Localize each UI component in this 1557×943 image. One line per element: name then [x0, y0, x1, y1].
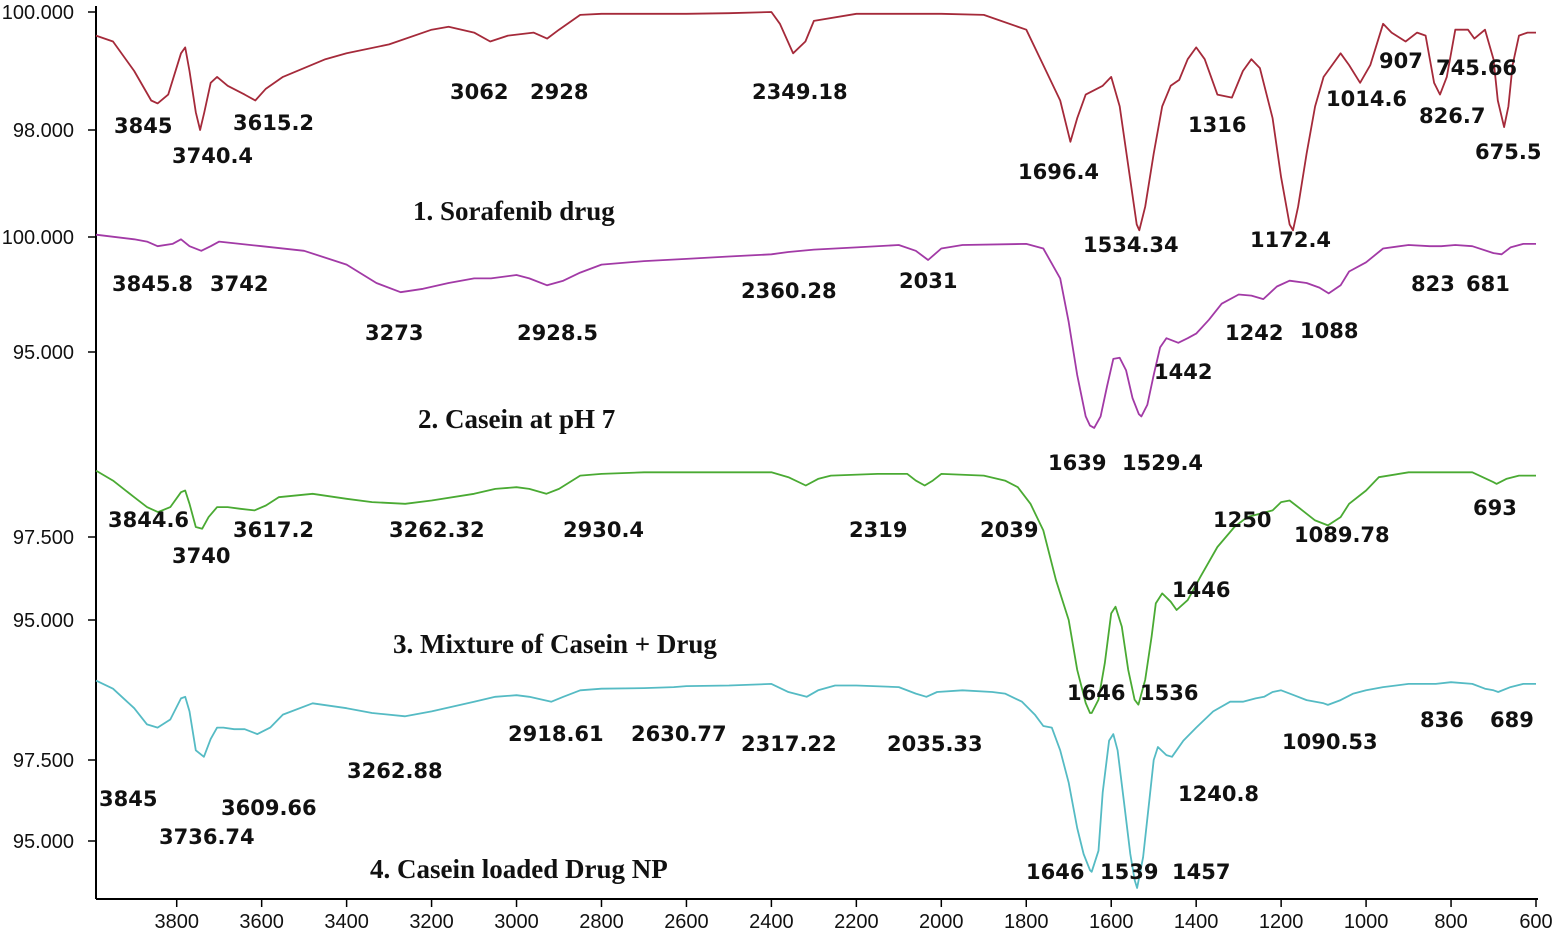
x-tick-label: 3600: [239, 911, 284, 933]
x-tick-label: 1000: [1344, 911, 1389, 933]
peak-label-s3: 2039: [980, 518, 1038, 542]
x-tick-label: 3200: [409, 911, 454, 933]
peak-label-s4: 1090.53: [1282, 730, 1378, 754]
x-tick-label: 1200: [1259, 911, 1304, 933]
peak-label-s1: 3615.2: [233, 111, 314, 135]
peak-label-s2: 3742: [210, 272, 268, 296]
peak-label-s2: 1088: [1300, 319, 1358, 343]
spectrum-title-4: 4. Casein loaded Drug NP: [370, 854, 668, 884]
peak-label-s2: 3845.8: [112, 272, 193, 296]
peak-label-s3: 1536: [1140, 681, 1198, 705]
peak-label-s4: 836: [1420, 708, 1464, 732]
peak-label-s2: 823: [1411, 272, 1455, 296]
peak-label-s2: 1242: [1225, 321, 1283, 345]
peak-label-s3: 693: [1473, 496, 1517, 520]
x-tick-label: 2000: [919, 911, 964, 933]
peak-label-s4: 2035.33: [887, 732, 983, 756]
peak-label-s1: 3845: [114, 114, 172, 138]
peak-label-s3: 3262.32: [389, 518, 485, 542]
peak-label-s2: 2360.28: [741, 279, 837, 303]
y-tick-label: 95.000: [13, 342, 74, 364]
peak-label-s1: 2928: [530, 80, 588, 104]
y-tick-label: 95.000: [13, 831, 74, 853]
peak-label-s3: 1250: [1213, 508, 1271, 532]
spectrum-line-4: [95, 679, 1536, 889]
y-tick-label: 97.500: [13, 750, 74, 772]
peak-label-s4: 3262.88: [347, 759, 443, 783]
peak-label-s1: 1316: [1188, 113, 1246, 137]
peak-label-s2: 3273: [365, 321, 423, 345]
peak-label-s4: 2918.61: [508, 722, 604, 746]
peak-label-s4: 689: [1490, 708, 1534, 732]
spectrum-title-1: 1. Sorafenib drug: [413, 196, 615, 226]
peak-label-s1: 1172.4: [1250, 228, 1331, 252]
spectrum-titles: 1. Sorafenib drug 2. Casein at pH 7 3. M…: [370, 196, 717, 884]
y-tick-label: 100.000: [2, 227, 74, 249]
peak-label-s1: 3062: [450, 80, 508, 104]
axes: [95, 6, 1538, 900]
peak-label-s1: 1696.4: [1018, 160, 1099, 184]
peak-label-s4: 3609.66: [221, 796, 317, 820]
spectrum-title-3: 3. Mixture of Casein + Drug: [393, 629, 717, 659]
peak-label-s3: 3617.2: [233, 518, 314, 542]
x-tick-label: 3800: [154, 911, 199, 933]
peak-label-s2: 681: [1466, 272, 1510, 296]
spectrum-line-3: [95, 469, 1536, 714]
x-axis-ticks: 3800 3600 3400 3200 3000 2800 2600 2400 2200 2000…: [154, 899, 1553, 933]
x-tick-label: 3400: [324, 911, 369, 933]
peak-label-s3: 2319: [849, 518, 907, 542]
peak-label-s3: 1646: [1067, 681, 1125, 705]
y-tick-label: 95.000: [13, 610, 74, 632]
x-tick-label: 600: [1519, 911, 1552, 933]
x-tick-label: 2200: [834, 911, 879, 933]
x-tick-label: 3000: [494, 911, 539, 933]
peak-label-s4: 1539: [1100, 860, 1158, 884]
x-tick-label: 2800: [579, 911, 624, 933]
peak-label-s3: 1089.78: [1294, 523, 1390, 547]
peak-label-s1: 745.66: [1436, 56, 1517, 80]
peak-label-s4: 2317.22: [741, 732, 837, 756]
y-tick-label: 98.000: [13, 120, 74, 142]
peak-label-s1: 907: [1379, 49, 1423, 73]
peak-label-s3: 3844.6: [108, 508, 189, 532]
x-tick-label: 2600: [664, 911, 709, 933]
peak-label-s1: 1014.6: [1326, 87, 1407, 111]
y-tick-label: 100.000: [2, 2, 74, 24]
peak-label-s3: 2930.4: [563, 518, 644, 542]
spectrum-line-1: [95, 11, 1536, 232]
y-axis-ticks: 100.000 98.000 100.000 95.000 97.500 95.000 97…: [2, 2, 96, 853]
peak-label-s4: 3845: [99, 787, 157, 811]
y-tick-label: 97.500: [13, 527, 74, 549]
x-tick-label: 1600: [1089, 911, 1134, 933]
peak-label-s4: 1646: [1026, 860, 1084, 884]
spectrum-line-2: [95, 233, 1536, 429]
x-tick-label: 2400: [749, 911, 794, 933]
peak-label-s1: 1534.34: [1083, 233, 1179, 257]
spectra: [95, 11, 1536, 889]
peak-label-s4: 3736.74: [159, 825, 255, 849]
x-tick-label: 1800: [1004, 911, 1049, 933]
peak-label-s3: 3740: [172, 544, 230, 568]
peak-label-s2: 1639: [1048, 451, 1106, 475]
peak-label-s1: 2349.18: [752, 80, 848, 104]
spectrum-title-2: 2. Casein at pH 7: [418, 404, 615, 434]
peak-label-s3: 1446: [1172, 578, 1230, 602]
peak-label-s1: 3740.4: [172, 144, 253, 168]
peak-label-s2: 1442: [1154, 360, 1212, 384]
peak-label-s1: 826.7: [1419, 104, 1485, 128]
peak-label-s2: 2928.5: [517, 321, 598, 345]
peak-label-s4: 1457: [1172, 860, 1230, 884]
peak-label-s1: 675.5: [1475, 140, 1541, 164]
x-tick-label: 800: [1434, 911, 1467, 933]
peak-label-s4: 2630.77: [631, 722, 727, 746]
peak-label-s2: 1529.4: [1122, 451, 1203, 475]
peak-label-s2: 2031: [899, 269, 957, 293]
peak-label-s4: 1240.8: [1178, 782, 1259, 806]
x-tick-label: 1400: [1174, 911, 1219, 933]
